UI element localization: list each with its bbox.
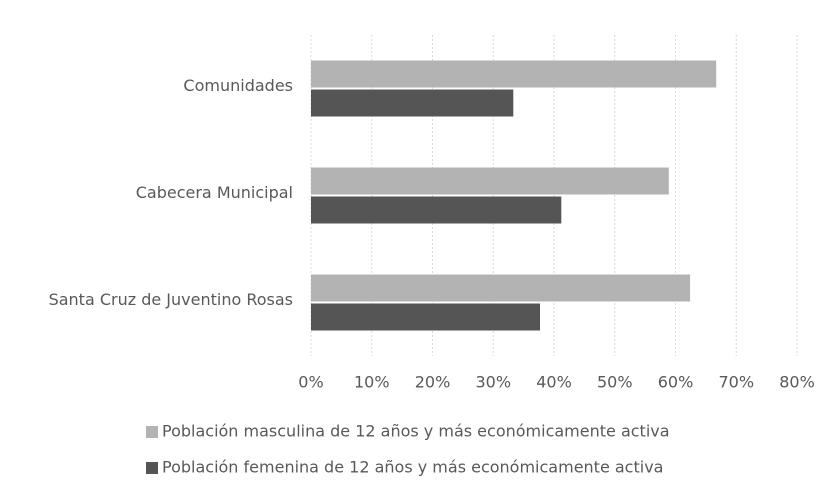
y-tick-label: Comunidades <box>183 76 293 95</box>
x-tick-label: 30% <box>475 373 511 392</box>
x-tick-label: 80% <box>779 373 815 392</box>
legend-swatch <box>146 462 158 474</box>
x-tick-label: 10% <box>354 373 390 392</box>
legend-label: Población masculina de 12 años y más eco… <box>162 422 670 441</box>
x-tick-label: 60% <box>658 373 694 392</box>
bar <box>311 167 669 195</box>
x-tick-label: 70% <box>718 373 754 392</box>
bar <box>311 60 717 88</box>
bar <box>311 196 562 224</box>
x-tick-label: 50% <box>597 373 633 392</box>
legend-swatch <box>146 426 158 438</box>
y-tick-label: Cabecera Municipal <box>136 183 293 202</box>
legend-label: Población femenina de 12 años y más econ… <box>162 458 663 477</box>
bar <box>311 303 541 331</box>
x-tick-label: 20% <box>415 373 451 392</box>
y-tick-label: Santa Cruz de Juventino Rosas <box>49 290 293 309</box>
x-tick-label: 40% <box>536 373 572 392</box>
bar <box>311 89 514 117</box>
bar <box>311 274 691 302</box>
x-tick-label: 0% <box>298 373 323 392</box>
